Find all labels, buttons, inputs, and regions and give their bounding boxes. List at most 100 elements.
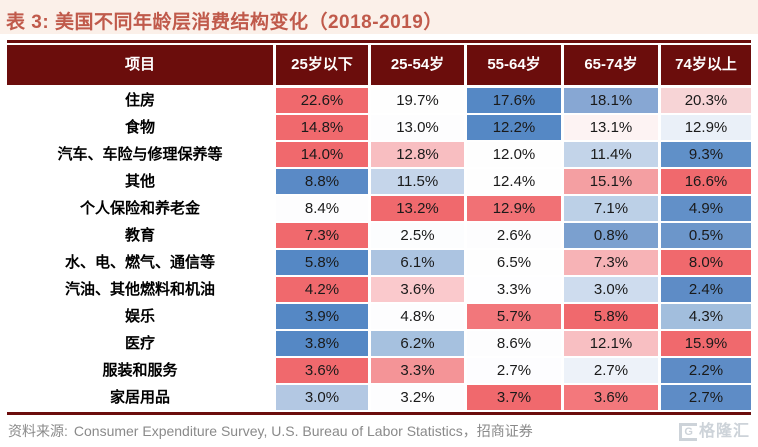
- value-cell: 2.4%: [661, 277, 751, 302]
- value-cell: 2.7%: [661, 385, 751, 410]
- value-cell: 3.6%: [564, 385, 658, 410]
- value-cell: 12.9%: [467, 196, 561, 221]
- gelonghui-logo-mark-icon: G: [679, 423, 697, 441]
- table-top-border: [7, 40, 751, 43]
- table-row: 汽油、其他燃料和机油 4.2% 3.6% 3.3% 3.0% 2.4%: [7, 277, 751, 302]
- value-cell: 3.0%: [276, 385, 368, 410]
- table-row: 食物 14.8% 13.0% 12.2% 13.1% 12.9%: [7, 115, 751, 140]
- table-title: 表 3: 美国不同年龄层消费结构变化（2018-2019）: [6, 12, 443, 33]
- value-cell: 5.7%: [467, 304, 561, 329]
- value-cell: 12.8%: [371, 142, 464, 167]
- row-label: 个人保险和养老金: [7, 196, 273, 221]
- value-cell: 3.9%: [276, 304, 368, 329]
- value-cell: 2.7%: [467, 358, 561, 383]
- value-cell: 2.5%: [371, 223, 464, 248]
- row-label: 汽车、车险与修理保养等: [7, 142, 273, 167]
- value-cell: 4.2%: [276, 277, 368, 302]
- table-row: 娱乐 3.9% 4.8% 5.7% 5.8% 4.3%: [7, 304, 751, 329]
- table-row: 服装和服务 3.6% 3.3% 2.7% 2.7% 2.2%: [7, 358, 751, 383]
- value-cell: 11.4%: [564, 142, 658, 167]
- header-cell-3: 55-64岁: [467, 45, 561, 85]
- row-label: 教育: [7, 223, 273, 248]
- value-cell: 12.1%: [564, 331, 658, 356]
- row-label: 娱乐: [7, 304, 273, 329]
- value-cell: 8.0%: [661, 250, 751, 275]
- header-cell-4: 65-74岁: [564, 45, 658, 85]
- value-cell: 14.8%: [276, 115, 368, 140]
- value-cell: 13.0%: [371, 115, 464, 140]
- title-band: 表 3: 美国不同年龄层消费结构变化（2018-2019）: [0, 0, 758, 34]
- row-label: 水、电、燃气、通信等: [7, 250, 273, 275]
- value-cell: 22.6%: [276, 88, 368, 113]
- value-cell: 6.5%: [467, 250, 561, 275]
- table-body: 住房 22.6% 19.7% 17.6% 18.1% 20.3% 食物 14.8% 13.0% 1…: [7, 88, 751, 410]
- row-label: 家居用品: [7, 385, 273, 410]
- row-label: 其他: [7, 169, 273, 194]
- value-cell: 7.1%: [564, 196, 658, 221]
- row-label: 住房: [7, 88, 273, 113]
- value-cell: 12.4%: [467, 169, 561, 194]
- value-cell: 3.7%: [467, 385, 561, 410]
- table-row: 水、电、燃气、通信等 5.8% 6.1% 6.5% 7.3% 8.0%: [7, 250, 751, 275]
- table-row: 住房 22.6% 19.7% 17.6% 18.1% 20.3%: [7, 88, 751, 113]
- value-cell: 3.2%: [371, 385, 464, 410]
- source-note: 资料来源: Consumer Expenditure Survey, U.S. B…: [8, 421, 758, 441]
- value-cell: 5.8%: [276, 250, 368, 275]
- value-cell: 14.0%: [276, 142, 368, 167]
- value-cell: 3.8%: [276, 331, 368, 356]
- gelonghui-logo-text: 格隆汇: [698, 423, 750, 440]
- value-cell: 8.6%: [467, 331, 561, 356]
- value-cell: 5.8%: [564, 304, 658, 329]
- value-cell: 13.1%: [564, 115, 658, 140]
- value-cell: 15.9%: [661, 331, 751, 356]
- value-cell: 3.3%: [467, 277, 561, 302]
- table-row: 教育 7.3% 2.5% 2.6% 0.8% 0.5%: [7, 223, 751, 248]
- value-cell: 15.1%: [564, 169, 658, 194]
- value-cell: 16.6%: [661, 169, 751, 194]
- row-label: 汽油、其他燃料和机油: [7, 277, 273, 302]
- gelonghui-logo: G 格隆汇: [679, 417, 750, 441]
- row-label: 服装和服务: [7, 358, 273, 383]
- value-cell: 6.2%: [371, 331, 464, 356]
- value-cell: 7.3%: [564, 250, 658, 275]
- value-cell: 0.8%: [564, 223, 658, 248]
- value-cell: 8.8%: [276, 169, 368, 194]
- value-cell: 11.5%: [371, 169, 464, 194]
- value-cell: 12.2%: [467, 115, 561, 140]
- consumption-structure-table: 项目 25岁以下 25-54岁 55-64岁 65-74岁 74岁以上 住房 22.6% 19…: [7, 40, 751, 415]
- value-cell: 20.3%: [661, 88, 751, 113]
- value-cell: 2.7%: [564, 358, 658, 383]
- table-header-row: 项目 25岁以下 25-54岁 55-64岁 65-74岁 74岁以上: [7, 45, 751, 85]
- value-cell: 7.3%: [276, 223, 368, 248]
- source-label: 资料来源:: [8, 423, 68, 439]
- value-cell: 8.4%: [276, 196, 368, 221]
- value-cell: 2.2%: [661, 358, 751, 383]
- value-cell: 6.1%: [371, 250, 464, 275]
- value-cell: 0.5%: [661, 223, 751, 248]
- value-cell: 17.6%: [467, 88, 561, 113]
- header-cell-5: 74岁以上: [661, 45, 751, 85]
- value-cell: 18.1%: [564, 88, 658, 113]
- table-row: 个人保险和养老金 8.4% 13.2% 12.9% 7.1% 4.9%: [7, 196, 751, 221]
- value-cell: 13.2%: [371, 196, 464, 221]
- value-cell: 4.3%: [661, 304, 751, 329]
- row-label: 食物: [7, 115, 273, 140]
- table-row: 医疗 3.8% 6.2% 8.6% 12.1% 15.9%: [7, 331, 751, 356]
- value-cell: 3.3%: [371, 358, 464, 383]
- row-label: 医疗: [7, 331, 273, 356]
- table-row: 汽车、车险与修理保养等 14.0% 12.8% 12.0% 11.4% 9.3%: [7, 142, 751, 167]
- value-cell: 12.0%: [467, 142, 561, 167]
- header-cell-2: 25-54岁: [371, 45, 464, 85]
- value-cell: 3.0%: [564, 277, 658, 302]
- value-cell: 3.6%: [371, 277, 464, 302]
- value-cell: 19.7%: [371, 88, 464, 113]
- source-text: Consumer Expenditure Survey, U.S. Bureau…: [73, 423, 533, 439]
- table-row: 其他 8.8% 11.5% 12.4% 15.1% 16.6%: [7, 169, 751, 194]
- value-cell: 9.3%: [661, 142, 751, 167]
- table-row: 家居用品 3.0% 3.2% 3.7% 3.6% 2.7%: [7, 385, 751, 410]
- value-cell: 3.6%: [276, 358, 368, 383]
- value-cell: 4.9%: [661, 196, 751, 221]
- table-bottom-border: [7, 412, 751, 415]
- value-cell: 12.9%: [661, 115, 751, 140]
